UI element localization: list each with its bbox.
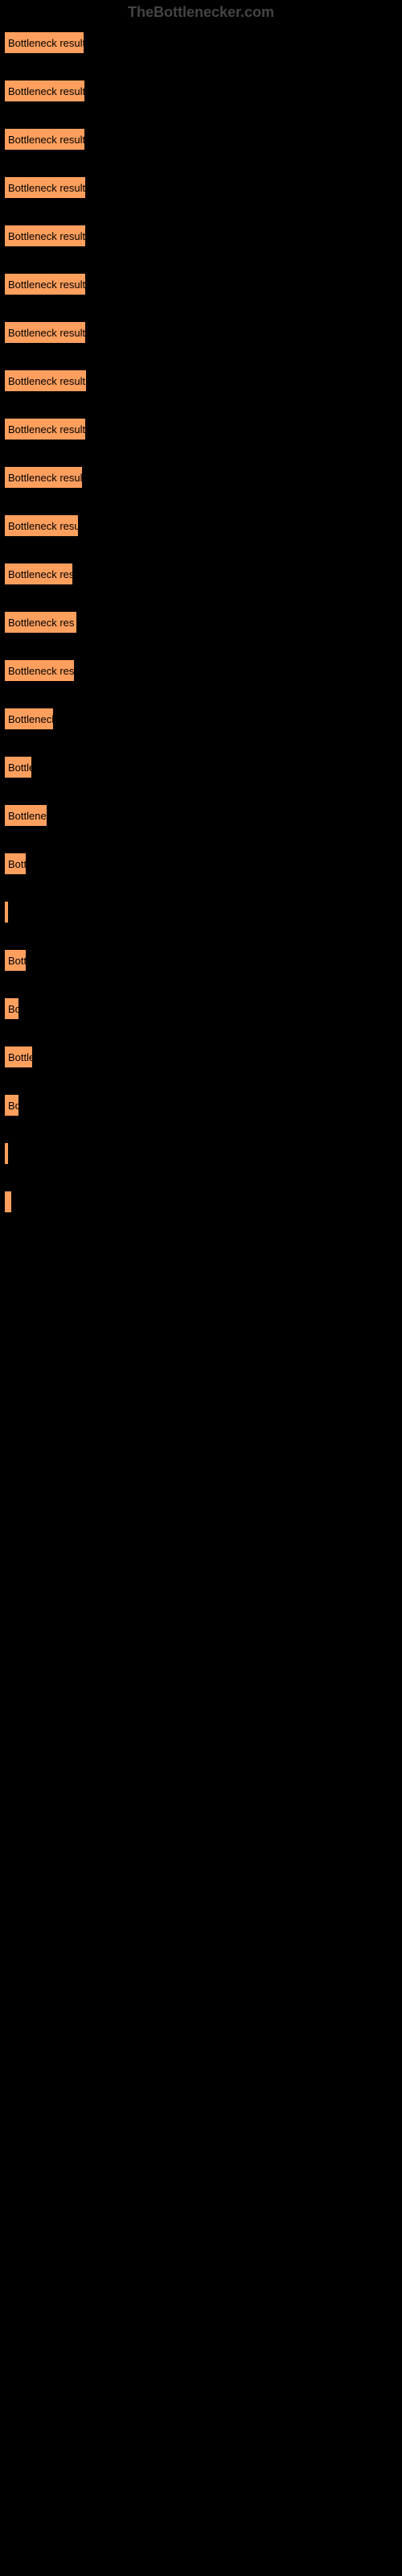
bar: Bottlenec (4, 804, 47, 827)
bar-label: Bottleneck result (8, 423, 85, 436)
bar-label: Bo (8, 1003, 18, 1015)
bar-row: Bottleneck res (4, 611, 398, 634)
bar: Bottleneck res (4, 611, 77, 634)
bar: Bottleneck result (4, 225, 86, 247)
bar-label: Bottleneck resu (8, 520, 78, 532)
bar-label: Bott (8, 955, 26, 967)
bar-label: Bottleneck result (8, 327, 85, 339)
bar-row: Bottleneck resu (4, 514, 398, 537)
bar: Bottleneck result (4, 321, 86, 344)
bar: Bottle (4, 1046, 33, 1068)
bar-row: Bottleneck result (4, 176, 398, 199)
bar: Bottleneck result (4, 31, 84, 54)
bar-label: Bo (8, 1100, 18, 1112)
bar-label: Bottleneck result (8, 279, 85, 291)
bar: Bo (4, 1094, 19, 1117)
bar-label: Bottleneck result (8, 134, 84, 146)
bar: Bottleneck resu (4, 514, 79, 537)
bar: Bottleneck result (4, 176, 86, 199)
bar-row: Bottleneck result (4, 369, 398, 392)
bar: Bottleneck res (4, 563, 73, 585)
bar-label: Bottleneck result (8, 182, 85, 194)
bar: Bottleneck result (4, 273, 86, 295)
bar-row: Bottlenec (4, 804, 398, 827)
bar-chart: Bottleneck result Bottleneck result Bottle… (0, 25, 402, 1245)
bar-label: Bottle (8, 762, 31, 774)
bar-row: Bottleneck (4, 708, 398, 730)
bar-label: Bottleneck (8, 713, 53, 725)
bar-label: Bottleneck res (8, 617, 74, 629)
bar-row: Bottleneck result (4, 466, 398, 489)
bar-row: Bottle (4, 1046, 398, 1068)
bar-row: Bottleneck result (4, 31, 398, 54)
bar: Bottleneck result (4, 369, 87, 392)
bar-row (4, 901, 398, 923)
bar-label: Bottle (8, 1051, 32, 1063)
bar: Bott (4, 852, 27, 875)
bar-label: Bott (8, 858, 26, 870)
bar-label: Bottleneck result (8, 85, 84, 97)
bar-label: Bottleneck result (8, 230, 85, 242)
bar (4, 1191, 12, 1213)
bar (4, 901, 9, 923)
bar (4, 1142, 9, 1165)
bar-row: Bottle (4, 756, 398, 778)
bar: Bott (4, 949, 27, 972)
bar: Bottleneck (4, 708, 54, 730)
bar-row (4, 1142, 398, 1165)
bar-row: Bo (4, 1094, 398, 1117)
bar-row: Bott (4, 852, 398, 875)
bar: Bottleneck result (4, 80, 85, 102)
bar-row: Bottleneck res (4, 563, 398, 585)
bar-row: Bottleneck result (4, 418, 398, 440)
bar: Bottleneck result (4, 418, 86, 440)
bar-row: Bottleneck result (4, 80, 398, 102)
bar: Bottleneck result (4, 466, 83, 489)
bar-label: Bottleneck res (8, 568, 72, 580)
bar-row: Bottleneck res (4, 659, 398, 682)
bar-label: Bottleneck result (8, 472, 82, 484)
bar-row: Bottleneck result (4, 225, 398, 247)
bar-row: Bottleneck result (4, 321, 398, 344)
bar-row: Bo (4, 997, 398, 1020)
bar-row: Bottleneck result (4, 128, 398, 151)
bar: Bo (4, 997, 19, 1020)
bar-label: Bottleneck res (8, 665, 74, 677)
bar-row (4, 1191, 398, 1213)
site-title: TheBottlenecker.com (128, 4, 274, 20)
bar: Bottle (4, 756, 32, 778)
bar: Bottleneck result (4, 128, 85, 151)
bar-label: Bottleneck result (8, 375, 85, 387)
bar-label: Bottlenec (8, 810, 47, 822)
bar: Bottleneck res (4, 659, 75, 682)
site-header: TheBottlenecker.com (0, 0, 402, 25)
bar-row: Bott (4, 949, 398, 972)
bar-label: Bottleneck result (8, 37, 84, 49)
bar-row: Bottleneck result (4, 273, 398, 295)
